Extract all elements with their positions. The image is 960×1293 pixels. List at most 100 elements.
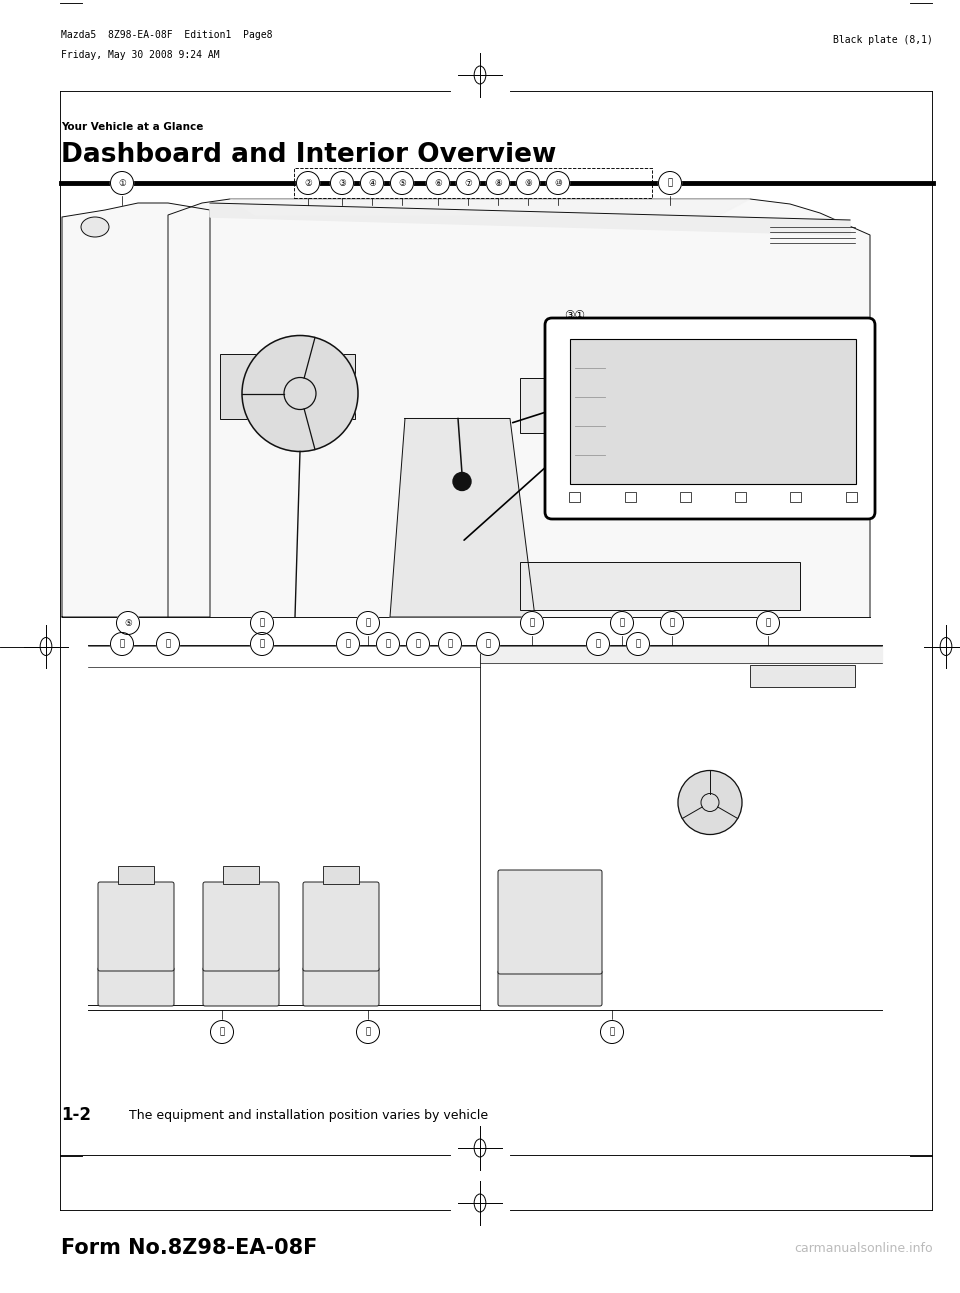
- Text: 1-2: 1-2: [61, 1106, 91, 1124]
- Text: ㉖: ㉖: [669, 618, 675, 627]
- Bar: [220, 353, 355, 419]
- Text: The equipment and installation position varies by vehicle: The equipment and installation position …: [129, 1108, 488, 1121]
- Circle shape: [627, 632, 650, 656]
- FancyBboxPatch shape: [303, 882, 379, 971]
- Bar: [750, 665, 855, 687]
- Bar: [846, 493, 856, 502]
- Circle shape: [426, 172, 449, 194]
- Circle shape: [337, 632, 359, 656]
- Circle shape: [110, 172, 133, 194]
- Polygon shape: [210, 203, 850, 235]
- Circle shape: [439, 632, 462, 656]
- Circle shape: [156, 632, 180, 656]
- Circle shape: [587, 632, 610, 656]
- Text: ⑤: ⑤: [124, 618, 132, 627]
- Text: ⑥: ⑥: [434, 178, 442, 187]
- Text: ③: ③: [338, 178, 346, 187]
- Circle shape: [242, 335, 358, 451]
- Circle shape: [356, 1020, 379, 1043]
- FancyBboxPatch shape: [545, 318, 875, 518]
- Circle shape: [487, 172, 510, 194]
- Circle shape: [520, 612, 543, 635]
- Polygon shape: [168, 199, 870, 617]
- Text: ③①: ③①: [564, 309, 585, 322]
- Text: ㉕: ㉕: [619, 618, 625, 627]
- Text: ⑲: ⑲: [259, 640, 265, 649]
- Circle shape: [453, 472, 471, 490]
- Text: Form No.8Z98-EA-08F: Form No.8Z98-EA-08F: [61, 1237, 318, 1258]
- Circle shape: [601, 1020, 623, 1043]
- Circle shape: [251, 612, 274, 635]
- Circle shape: [116, 612, 139, 635]
- Text: ⑨: ⑨: [524, 178, 532, 187]
- Text: ⑬: ⑬: [595, 640, 601, 649]
- FancyBboxPatch shape: [498, 970, 602, 1006]
- Circle shape: [516, 172, 540, 194]
- FancyBboxPatch shape: [498, 870, 602, 974]
- Text: ⑦: ⑦: [464, 178, 472, 187]
- Circle shape: [660, 612, 684, 635]
- Text: Your Vehicle at a Glance: Your Vehicle at a Glance: [61, 122, 204, 132]
- Text: ⑱: ⑱: [346, 640, 350, 649]
- Text: ㉑: ㉑: [119, 640, 125, 649]
- Polygon shape: [480, 645, 882, 663]
- Circle shape: [476, 632, 499, 656]
- Text: ⑩: ⑩: [554, 178, 562, 187]
- Text: ㉚: ㉚: [220, 1028, 225, 1037]
- Text: ④: ④: [368, 178, 376, 187]
- Text: ⑪: ⑪: [667, 178, 673, 187]
- Text: Mazda5  8Z98-EA-08F  Edition1  Page8: Mazda5 8Z98-EA-08F Edition1 Page8: [61, 30, 273, 40]
- Text: ⑮: ⑮: [447, 640, 452, 649]
- Text: Friday, May 30 2008 9:24 AM: Friday, May 30 2008 9:24 AM: [61, 50, 220, 59]
- Text: ⑯: ⑯: [416, 640, 420, 649]
- Circle shape: [361, 172, 383, 194]
- Ellipse shape: [81, 217, 109, 237]
- Circle shape: [297, 172, 320, 194]
- Bar: [323, 866, 359, 884]
- Text: ⑰: ⑰: [385, 640, 391, 649]
- Circle shape: [391, 172, 414, 194]
- FancyBboxPatch shape: [203, 967, 279, 1006]
- Text: ㉘: ㉘: [610, 1028, 614, 1037]
- Text: ⑤: ⑤: [398, 178, 406, 187]
- Bar: [625, 493, 636, 502]
- Circle shape: [110, 632, 133, 656]
- Text: Dashboard and Interior Overview: Dashboard and Interior Overview: [61, 142, 557, 168]
- Circle shape: [251, 632, 274, 656]
- Polygon shape: [390, 419, 535, 617]
- Bar: [735, 493, 746, 502]
- Circle shape: [611, 612, 634, 635]
- Circle shape: [330, 172, 353, 194]
- Text: ⑧: ⑧: [494, 178, 502, 187]
- Bar: [680, 493, 691, 502]
- Circle shape: [756, 612, 780, 635]
- Text: ⑳: ⑳: [165, 640, 171, 649]
- Bar: [790, 493, 802, 502]
- Text: ㉙: ㉙: [366, 1028, 371, 1037]
- Text: ㉗: ㉗: [765, 618, 771, 627]
- Bar: [520, 562, 800, 610]
- Bar: [570, 339, 856, 484]
- Text: ㉓: ㉓: [366, 618, 371, 627]
- Text: ⑭: ⑭: [486, 640, 491, 649]
- Text: ①: ①: [118, 178, 126, 187]
- FancyBboxPatch shape: [98, 967, 174, 1006]
- Text: Black plate (8,1): Black plate (8,1): [833, 35, 933, 45]
- Text: carmanualsonline.info: carmanualsonline.info: [794, 1241, 933, 1254]
- Circle shape: [210, 1020, 233, 1043]
- FancyBboxPatch shape: [203, 882, 279, 971]
- Circle shape: [376, 632, 399, 656]
- Polygon shape: [62, 203, 210, 617]
- Text: ②: ②: [304, 178, 312, 187]
- Bar: [118, 866, 154, 884]
- Circle shape: [406, 632, 429, 656]
- Text: ⑫: ⑫: [636, 640, 640, 649]
- Text: ㉔: ㉔: [529, 618, 535, 627]
- Bar: [223, 866, 259, 884]
- Circle shape: [546, 172, 569, 194]
- Bar: [520, 379, 800, 433]
- Circle shape: [659, 172, 682, 194]
- Circle shape: [356, 612, 379, 635]
- Circle shape: [457, 172, 479, 194]
- Bar: [569, 493, 581, 502]
